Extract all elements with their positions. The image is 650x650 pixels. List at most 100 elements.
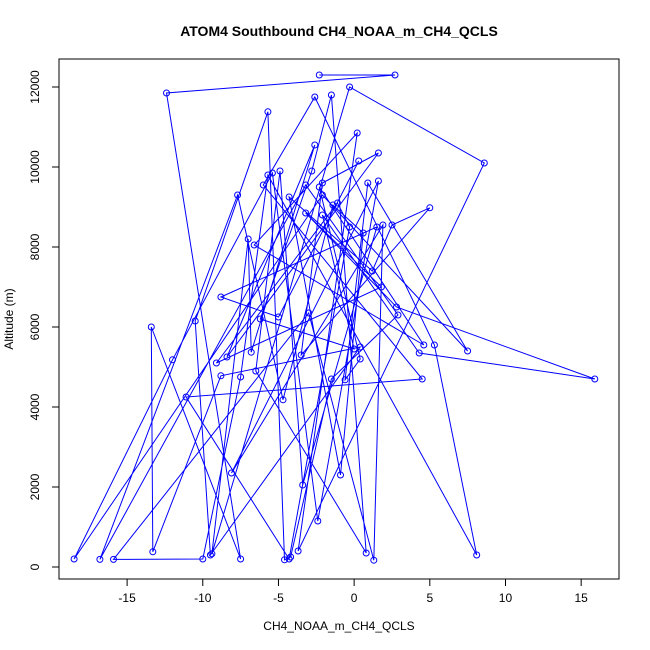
x-tick-label: -5: [273, 591, 284, 605]
data-point: [256, 315, 264, 323]
data-point: [212, 359, 220, 367]
data-point: [329, 201, 337, 209]
data-point: [318, 191, 326, 199]
data-point: [247, 348, 255, 356]
data-point: [252, 367, 260, 375]
data-point: [264, 171, 272, 179]
data-point: [311, 93, 319, 101]
data-point: [149, 548, 157, 556]
y-tick-label: 2000: [28, 473, 42, 500]
data-point: [356, 343, 364, 351]
y-axis-label: Altitude (m): [2, 288, 16, 349]
data-point: [191, 317, 199, 325]
data-point: [591, 375, 599, 383]
data-point: [355, 157, 363, 165]
data-point: [364, 179, 372, 187]
data-point: [163, 89, 170, 97]
data-point: [379, 221, 387, 229]
data-point: [359, 229, 367, 237]
data-point: [373, 223, 381, 231]
data-point: [264, 108, 272, 116]
x-tick-label: -15: [118, 591, 136, 605]
x-tick-label: 5: [426, 591, 433, 605]
data-point: [244, 235, 252, 243]
x-tick-label: 0: [351, 591, 358, 605]
chart-title: ATOM4 Southbound CH4_NOAA_m_CH4_QCLS: [180, 23, 498, 39]
data-point: [356, 355, 364, 363]
data-point: [169, 356, 176, 364]
data-point: [228, 469, 235, 477]
data-point: [353, 129, 361, 137]
data-point: [346, 223, 354, 231]
data-point: [314, 517, 322, 525]
plot-frame: [58, 58, 620, 580]
data-point: [374, 149, 382, 157]
data-point: [279, 396, 287, 404]
data-point: [285, 193, 293, 201]
data-point: [311, 141, 319, 149]
data-point: [234, 191, 242, 199]
data-point: [350, 345, 358, 353]
data-point: [199, 555, 207, 563]
data-point: [268, 169, 276, 177]
data-point: [299, 481, 307, 489]
data-point: [305, 309, 313, 317]
y-tick-label: 6000: [28, 313, 42, 340]
data-point: [377, 283, 385, 291]
data-point: [223, 353, 231, 361]
data-point: [206, 551, 214, 559]
x-tick-label: 10: [499, 591, 513, 605]
y-tick-label: 8000: [28, 233, 42, 260]
data-point: [237, 373, 245, 381]
data-point: [208, 550, 216, 558]
data-point: [334, 199, 341, 207]
data-point: [297, 351, 305, 359]
data-point: [182, 393, 190, 401]
data-point: [308, 167, 316, 175]
y-tick-label: 0: [28, 563, 42, 570]
data-point: [362, 549, 370, 557]
data-point: [259, 181, 267, 189]
data-point: [341, 376, 349, 384]
y-tick-label: 4000: [28, 393, 42, 420]
data-point: [70, 555, 78, 563]
data-point: [327, 91, 335, 99]
data-point: [315, 71, 323, 79]
data-point: [394, 311, 402, 319]
y-axis: 0 2000 4000 6000 8000 10000 12000: [28, 70, 60, 570]
data-point: [368, 267, 376, 275]
data-point: [275, 313, 282, 321]
data-point: [250, 241, 258, 249]
data-point: [302, 181, 310, 189]
data-point: [464, 347, 472, 355]
data-point: [302, 209, 310, 217]
y-tick-label: 12000: [28, 70, 42, 104]
data-point: [110, 555, 117, 563]
data-point: [285, 555, 293, 563]
data-point: [294, 547, 302, 555]
data-point: [217, 372, 225, 380]
x-tick-label: 15: [574, 591, 588, 605]
series-line: [73, 74, 595, 561]
data-point: [430, 341, 438, 349]
data-point: [147, 323, 155, 331]
data-point: [96, 555, 104, 563]
data-point: [318, 211, 326, 219]
x-axis: -15 -10 -5 0 5 10 15: [118, 578, 588, 605]
data-point: [480, 159, 488, 167]
x-axis-label: CH4_NOAA_m_CH4_QCLS: [263, 619, 414, 633]
data-point: [337, 471, 344, 479]
data-point: [281, 556, 288, 564]
data-point: [415, 349, 423, 357]
data-point: [473, 551, 481, 559]
data-point: [393, 303, 400, 311]
data-point: [426, 204, 434, 212]
data-point: [276, 167, 284, 175]
data-point: [388, 221, 396, 229]
data-point: [287, 553, 295, 561]
x-tick-label: -10: [194, 591, 212, 605]
data-point: [418, 375, 426, 383]
data-point: [315, 183, 323, 191]
series-layer: [70, 71, 599, 564]
